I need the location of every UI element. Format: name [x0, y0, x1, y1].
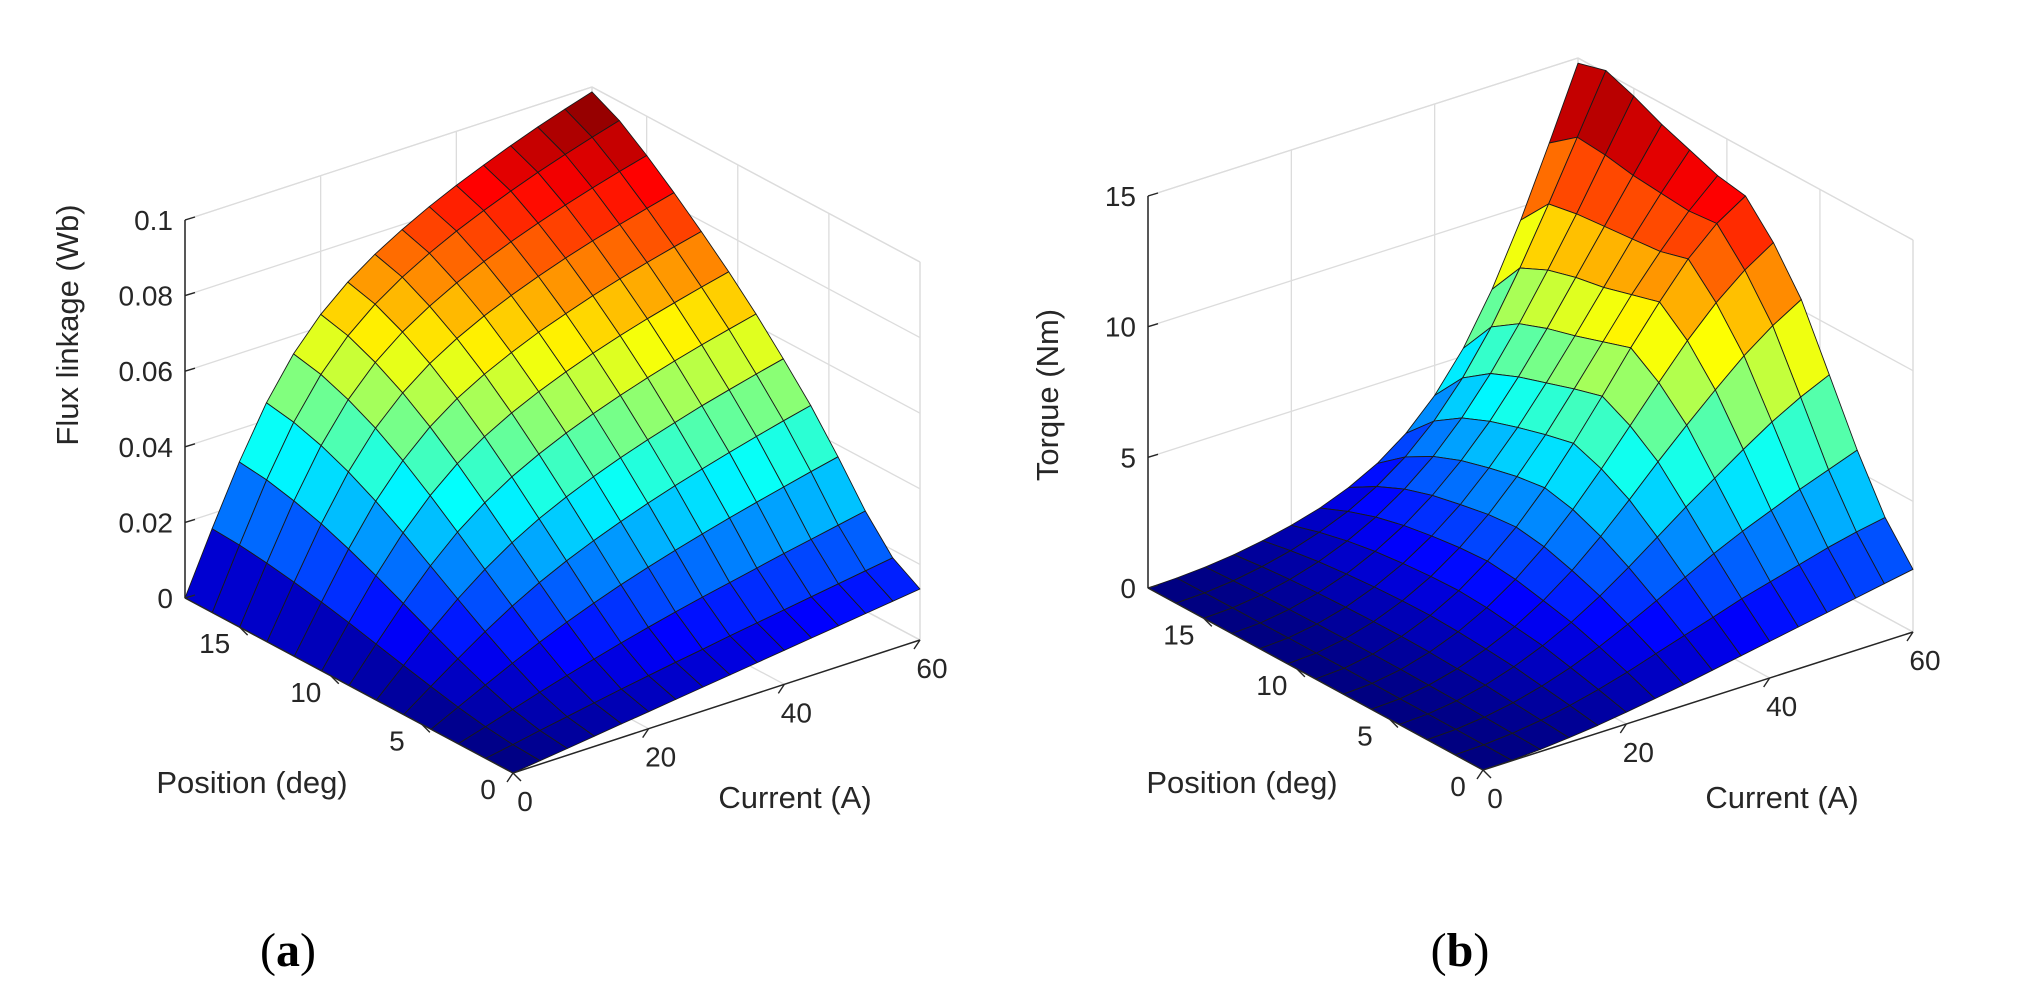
chart-a-xtick-mark — [642, 728, 650, 739]
chart-a-zlabel: Flux linkage (Wb) — [50, 204, 85, 445]
chart-b-ytick-label: 15 — [1163, 619, 1194, 650]
chart-b-ytick-label: 10 — [1256, 670, 1287, 701]
chart-b-ztick-label: 0 — [1120, 573, 1136, 604]
chart-a-ztick-label: 0 — [157, 583, 173, 614]
chart-panel-b: 0 5 10 15 0 20 40 60 0 5 10 15 Torque (Nm) Position… — [1030, 57, 1941, 977]
chart-a-xtick-mark — [913, 639, 921, 650]
chart-b-ztick-mark — [1147, 584, 1159, 589]
chart-b-xtick-mark — [1906, 631, 1914, 642]
caption-b: (b) — [1431, 924, 1490, 977]
chart-a-xtick-mark — [506, 772, 514, 783]
chart-b-ztick-mark — [1147, 453, 1159, 459]
chart-b-x-axis — [1482, 631, 1914, 771]
chart-b-xtick-mark — [1476, 769, 1484, 780]
chart-a-ytick-mark — [421, 723, 431, 733]
chart-a-xtick-label: 0 — [517, 786, 533, 817]
chart-b-xtick-label: 40 — [1766, 691, 1797, 722]
chart-b-ytick-label: 5 — [1357, 720, 1373, 751]
chart-a-ztick-mark — [184, 291, 196, 297]
chart-b-ticks: 0 5 10 15 0 20 40 60 0 5 10 15 — [1105, 181, 1941, 814]
chart-b-ylabel: Position (deg) — [1146, 765, 1337, 800]
chart-a-x-axis — [512, 639, 921, 774]
chart-a-ytick-mark — [512, 772, 522, 782]
chart-b-xlabel: Current (A) — [1705, 780, 1858, 815]
chart-a-ztick-label: 0.1 — [134, 205, 173, 236]
chart-a-ytick-label: 0 — [480, 774, 496, 805]
chart-a-ztick-label: 0.08 — [119, 281, 174, 312]
chart-b-xtick-mark — [1763, 677, 1771, 688]
chart-a-ztick-label: 0.02 — [119, 507, 174, 538]
chart-b-xtick-label: 0 — [1487, 783, 1503, 814]
chart-a-ticks: 0 0.02 0.04 0.06 0.08 0.1 0 20 40 60 0 5 10 15 — [119, 205, 948, 817]
chart-b-surface — [1147, 62, 1914, 771]
chart-a-xtick-mark — [777, 683, 785, 694]
chart-a-ztick-label: 0.06 — [119, 356, 174, 387]
chart-a-ztick-mark — [184, 216, 196, 221]
chart-b-ytick-mark — [1389, 718, 1399, 728]
chart-a-xtick-label: 40 — [781, 697, 812, 728]
chart-a-surface — [184, 91, 921, 774]
chart-b-ztick-label: 5 — [1120, 442, 1136, 473]
chart-a-ztick-mark — [184, 443, 196, 448]
chart-panel-a: 0 0.02 0.04 0.06 0.08 0.1 0 20 40 60 0 5 10 15 Flux l… — [50, 86, 948, 977]
chart-b-ytick-label: 0 — [1450, 771, 1466, 802]
chart-a-ytick-label: 10 — [290, 677, 321, 708]
chart-a-ztick-mark — [184, 594, 196, 599]
chart-a-xlabel: Current (A) — [718, 780, 871, 815]
chart-b-ztick-label: 10 — [1105, 312, 1136, 343]
chart-b-ytick-mark — [1296, 668, 1306, 678]
chart-b-ztick-mark — [1147, 322, 1159, 328]
chart-b-xtick-label: 20 — [1623, 737, 1654, 768]
chart-b-ztick-mark — [1147, 192, 1159, 197]
chart-b-zlabel: Torque (Nm) — [1030, 309, 1065, 481]
chart-a-ztick-mark — [184, 367, 196, 372]
chart-b-ytick-mark — [1482, 769, 1492, 779]
caption-a-letter: a — [276, 924, 300, 977]
chart-a-ytick-label: 5 — [389, 725, 405, 756]
chart-a-xtick-label: 60 — [916, 653, 947, 684]
chart-a-ztick-label: 0.04 — [119, 432, 174, 463]
chart-b-ztick-label: 15 — [1105, 181, 1136, 212]
chart-b-ytick-mark — [1203, 617, 1213, 627]
chart-a-ylabel: Position (deg) — [156, 765, 347, 800]
chart-b-xtick-mark — [1619, 723, 1627, 734]
chart-b-xtick-label: 60 — [1909, 645, 1940, 676]
chart-a-ztick-mark — [184, 518, 196, 524]
chart-a-ytick-mark — [239, 626, 249, 636]
chart-a-xtick-label: 20 — [645, 742, 676, 773]
chart-a-ytick-label: 15 — [199, 628, 230, 659]
caption-a: (a) — [260, 924, 316, 977]
chart-a-ytick-mark — [330, 675, 340, 685]
caption-b-letter: b — [1447, 924, 1474, 977]
